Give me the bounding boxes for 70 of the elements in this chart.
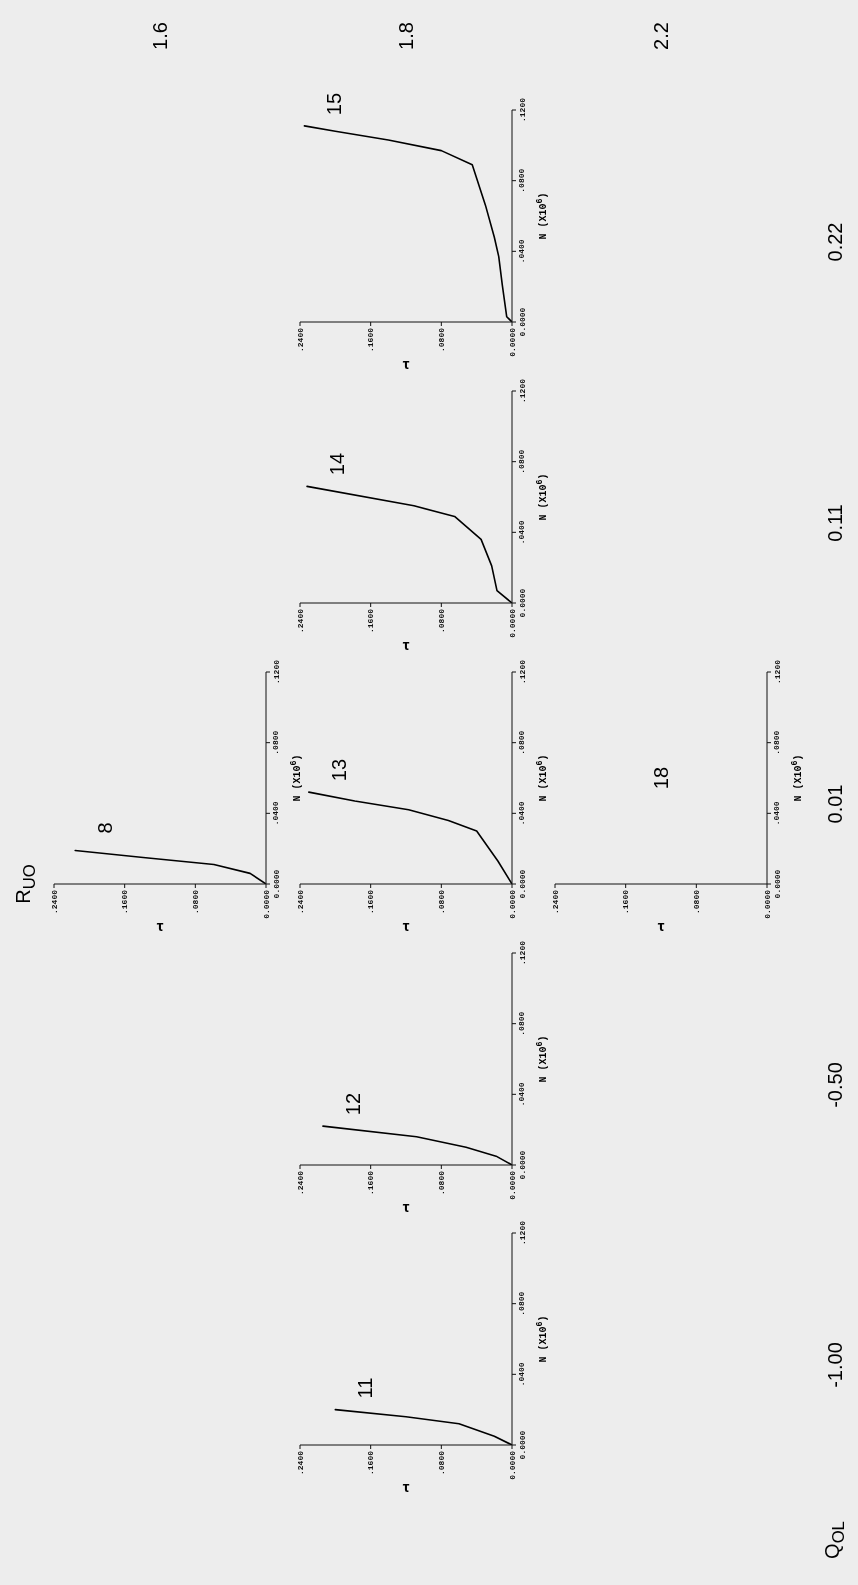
line-series xyxy=(308,791,512,884)
x-tick-label: .0800 xyxy=(436,327,446,353)
x-axis-title: τ xyxy=(402,916,410,934)
x-tick-label: .0800 xyxy=(436,608,446,634)
y-tick-label: .0400 xyxy=(772,801,782,826)
y-tick-label: .0800 xyxy=(517,449,527,474)
x-tick-label: .2400 xyxy=(295,608,305,634)
text: 13 xyxy=(327,759,350,782)
x-axis-title: τ xyxy=(402,1197,410,1215)
category-label: -0.50 xyxy=(823,1062,846,1108)
y-tick-label: .1200 xyxy=(517,940,527,966)
x-tick-label: .0800 xyxy=(691,889,701,915)
text: 14 xyxy=(325,453,348,476)
y-tick-label: .0800 xyxy=(517,168,527,193)
y-tick-label: .1200 xyxy=(517,1220,527,1246)
x-tick-label: .0800 xyxy=(436,889,446,915)
text: 12 xyxy=(341,1093,364,1116)
y-tick-label: .0400 xyxy=(517,1362,527,1387)
text: 8 xyxy=(93,822,116,834)
category-label: 2.2 xyxy=(649,22,672,50)
y-tick-label: .0400 xyxy=(517,520,527,545)
x-tick-label: .1600 xyxy=(366,889,376,915)
y-tick-label: .0800 xyxy=(517,1011,527,1036)
y-tick-label: .1200 xyxy=(772,659,782,685)
category-label: 0.22 xyxy=(823,222,846,262)
x-tick-label: .2400 xyxy=(49,889,59,915)
category-label: 1.6 xyxy=(148,22,171,50)
x-tick-label: .2400 xyxy=(295,889,305,915)
line-series xyxy=(74,849,266,884)
category-label: -1.00 xyxy=(823,1342,846,1388)
category-label: 0.11 xyxy=(823,504,846,542)
x-tick-label: .1600 xyxy=(366,1170,376,1196)
x-tick-label: .1600 xyxy=(366,327,376,353)
x-tick-label: .0800 xyxy=(436,1170,446,1196)
y-tick-label: .1200 xyxy=(517,659,527,685)
category-label: 0.01 xyxy=(823,784,846,824)
x-tick-label: .2400 xyxy=(295,1450,305,1476)
chart-title: 15 xyxy=(322,92,345,116)
y-tick-label: .0400 xyxy=(271,801,281,826)
x-axis-title: τ xyxy=(156,916,164,934)
x-axis-title: τ xyxy=(657,916,665,934)
x-tick-label: .1600 xyxy=(366,608,376,634)
y-tick-label: .0400 xyxy=(517,801,527,826)
y-tick-label: .0800 xyxy=(517,730,527,755)
y-tick-label: .0400 xyxy=(517,239,527,264)
x-tick-label: .1600 xyxy=(120,889,130,915)
line-series xyxy=(306,485,512,603)
x-tick-label: .1600 xyxy=(621,889,631,915)
x-tick-label: .2400 xyxy=(550,889,560,915)
category-label: 1.8 xyxy=(394,22,417,50)
x-axis-title: τ xyxy=(402,354,410,372)
line-series xyxy=(303,125,512,322)
y-tick-label: .0800 xyxy=(772,730,782,755)
x-tick-label: .0800 xyxy=(436,1450,446,1476)
x-tick-label: .2400 xyxy=(295,327,305,353)
y-tick-label: .0800 xyxy=(271,730,281,755)
x-tick-label: .0800 xyxy=(190,889,200,915)
line-series xyxy=(334,1408,512,1445)
line-series xyxy=(322,1125,512,1165)
y-tick-label: .1200 xyxy=(517,378,527,404)
x-axis-title: τ xyxy=(402,635,410,653)
text: 11 xyxy=(353,1377,376,1399)
x-tick-label: .1600 xyxy=(366,1450,376,1476)
y-tick-label: .0800 xyxy=(517,1291,527,1316)
text: 18 xyxy=(649,766,672,790)
y-tick-label: .1200 xyxy=(271,659,281,685)
y-tick-label: .0400 xyxy=(517,1082,527,1107)
x-tick-label: .2400 xyxy=(295,1170,305,1196)
x-axis-title: τ xyxy=(402,1477,410,1495)
y-tick-label: .1200 xyxy=(517,97,527,123)
